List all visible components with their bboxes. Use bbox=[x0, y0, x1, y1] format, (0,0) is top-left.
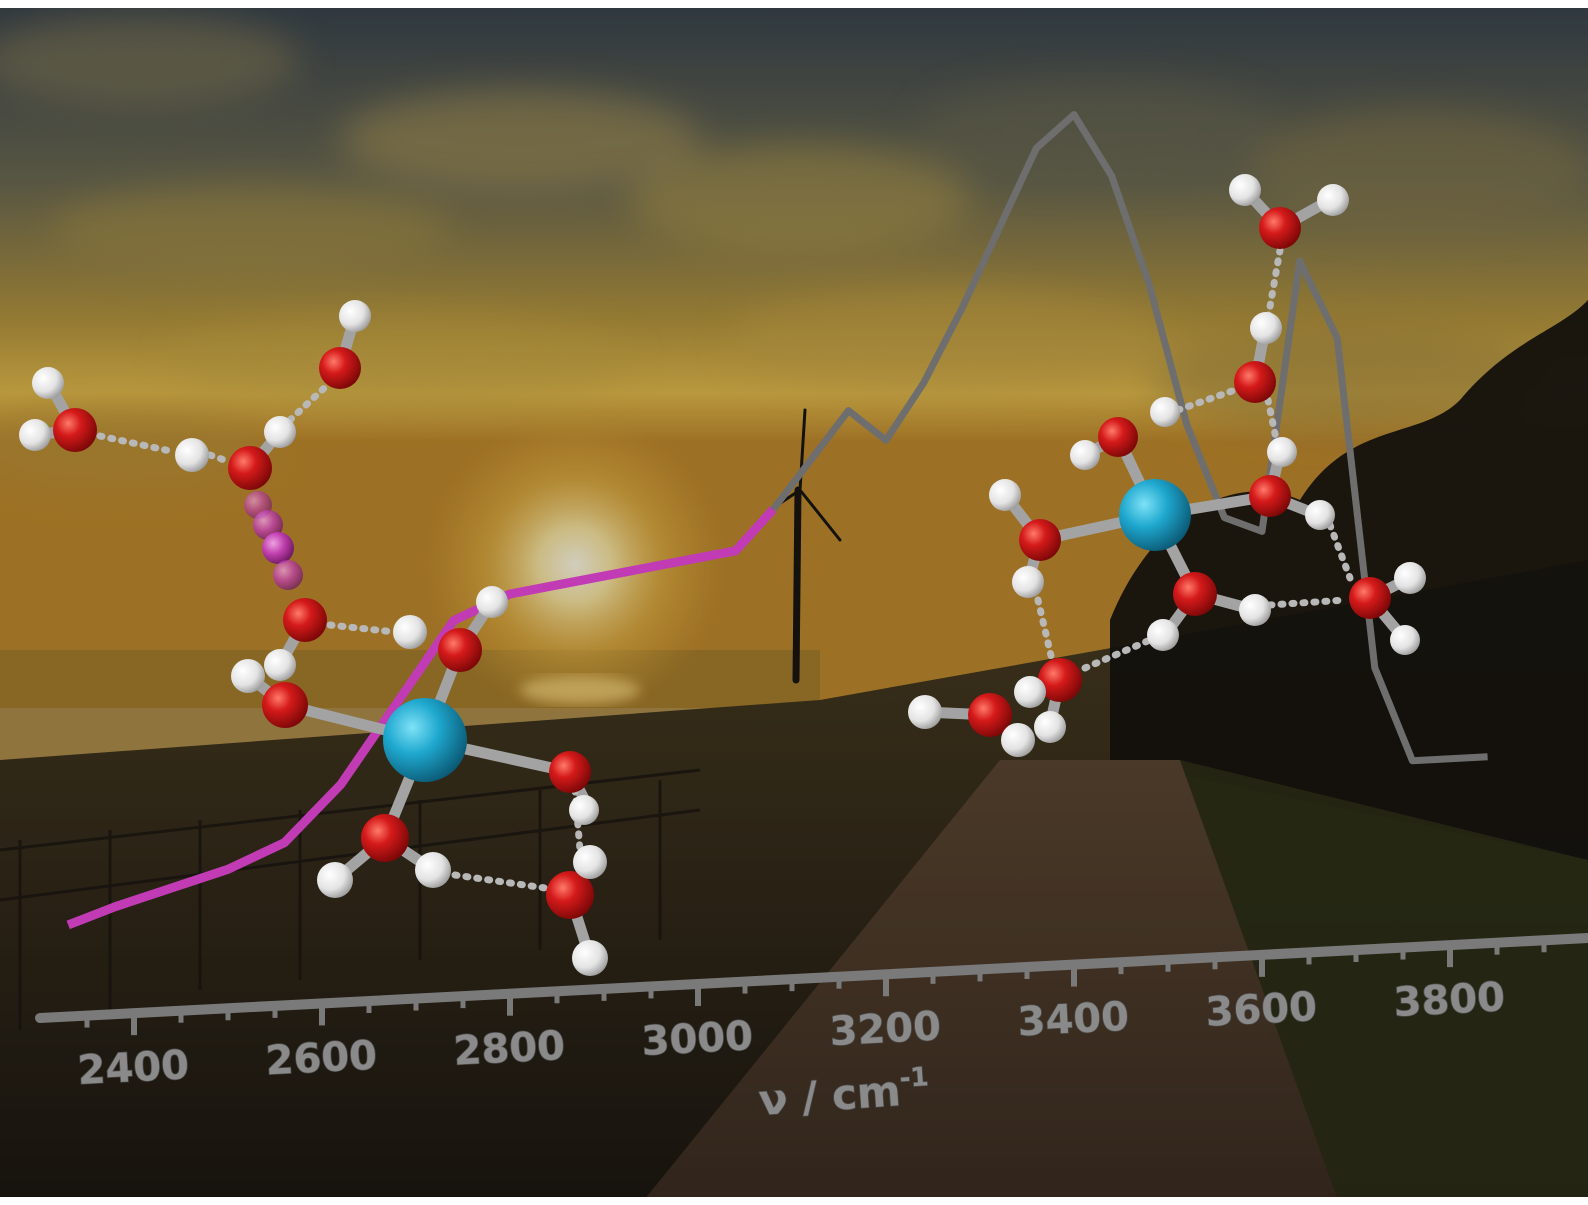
grass-verge bbox=[1180, 760, 1588, 1205]
oxygen-atom bbox=[968, 693, 1012, 737]
hydrogen-atom bbox=[1250, 312, 1282, 344]
hydrogen-atom bbox=[569, 795, 599, 825]
hydrogen-atom bbox=[1150, 397, 1180, 427]
x-axis-title-sup: -1 bbox=[899, 1062, 930, 1094]
oxygen-atom bbox=[319, 347, 361, 389]
hydrogen-atom bbox=[1305, 500, 1335, 530]
hydrogen-atom bbox=[1394, 562, 1426, 594]
oxygen-atom bbox=[1349, 577, 1391, 619]
top-border bbox=[0, 0, 1588, 8]
x-axis-tick-label: 3800 bbox=[1393, 974, 1507, 1026]
x-axis-tick-labels: 2400 2600 2800 3000 3200 3400 3600 3800 bbox=[76, 974, 1507, 1095]
dark-overlay bbox=[0, 8, 1588, 1205]
hydrogen-atom bbox=[231, 659, 265, 693]
x-axis: 2400 2600 2800 3000 3200 3400 3600 3800 ν / cm-… bbox=[35, 933, 1588, 1126]
cation-left bbox=[383, 698, 467, 782]
x-axis-tick-label: 3400 bbox=[1017, 994, 1131, 1046]
x-axis-tick-label: 3200 bbox=[829, 1003, 943, 1055]
hydrogen-atom bbox=[175, 438, 209, 472]
hydrogen-atom bbox=[393, 615, 427, 649]
sun-reflection bbox=[520, 676, 640, 704]
oxygen-atom bbox=[1098, 417, 1138, 457]
bottom-border bbox=[0, 1197, 1588, 1205]
x-axis-title: ν / cm-1 bbox=[757, 1062, 931, 1125]
hydrogen-atom bbox=[264, 416, 296, 448]
oxygen-atom bbox=[361, 814, 409, 862]
hydrogen-atom bbox=[1001, 723, 1035, 757]
hydrogen-atom bbox=[908, 695, 942, 729]
oxygen-atom bbox=[1249, 475, 1291, 517]
oxygen-atom bbox=[1234, 361, 1276, 403]
oxygen-atom bbox=[262, 682, 308, 728]
hydrogen-atom bbox=[476, 586, 508, 618]
sun bbox=[425, 415, 725, 715]
hydrogen-atom bbox=[1147, 619, 1179, 651]
hydrogen-atom bbox=[1239, 594, 1271, 626]
x-axis-ticks bbox=[84, 940, 1547, 1036]
hydrogen-atom bbox=[572, 940, 608, 976]
hydrogen-atom bbox=[1267, 437, 1297, 467]
oxygen-atom bbox=[283, 598, 327, 642]
hydrogen-atom bbox=[32, 367, 64, 399]
oxygen-atom bbox=[438, 628, 482, 672]
bike-path bbox=[640, 760, 1340, 1205]
hydrogen-atom bbox=[989, 479, 1021, 511]
oxygen-atom bbox=[549, 751, 591, 793]
hydrogen-atom bbox=[264, 649, 296, 681]
proton-wire bbox=[244, 491, 303, 590]
x-axis-tick-label: 2600 bbox=[265, 1033, 379, 1085]
hydrogen-atom bbox=[1317, 184, 1349, 216]
oxygen-atom bbox=[1173, 572, 1217, 616]
oxygen-atom bbox=[53, 408, 97, 452]
cation-right bbox=[1119, 479, 1191, 551]
hydrogen-atom bbox=[19, 419, 51, 451]
water-cluster-left bbox=[19, 300, 608, 976]
oxygen-atom bbox=[546, 871, 594, 919]
hydrogen-atom bbox=[1012, 566, 1044, 598]
x-axis-tick-label: 2800 bbox=[453, 1023, 567, 1075]
x-axis-tick-label: 3000 bbox=[641, 1013, 755, 1065]
hydrogen-atom bbox=[573, 845, 607, 879]
water-cluster-right bbox=[908, 174, 1426, 757]
x-axis-tick-label: 3600 bbox=[1205, 984, 1319, 1036]
hydrogen-atom bbox=[1014, 676, 1046, 708]
oxygen-atom bbox=[1259, 207, 1301, 249]
hydrogen-atom bbox=[415, 852, 451, 888]
hydrogen-atom bbox=[1390, 625, 1420, 655]
x-axis-tick-label: 2400 bbox=[77, 1042, 191, 1094]
oxygen-atom bbox=[228, 446, 272, 490]
spectrum-trace-magenta bbox=[66, 506, 777, 930]
hydrogen-atom bbox=[1070, 440, 1100, 470]
oxygen-atom bbox=[1038, 658, 1082, 702]
oxygen-atom bbox=[1019, 519, 1061, 561]
x-axis-title-main: ν / cm bbox=[757, 1066, 902, 1125]
hydrogen-atom bbox=[317, 862, 353, 898]
x-axis-line bbox=[35, 933, 1588, 1023]
hydrogen-atom bbox=[1229, 174, 1261, 206]
hydrogen-atom bbox=[1034, 711, 1066, 743]
background-photo bbox=[0, 8, 1588, 1205]
hydrogen-atom bbox=[339, 300, 371, 332]
